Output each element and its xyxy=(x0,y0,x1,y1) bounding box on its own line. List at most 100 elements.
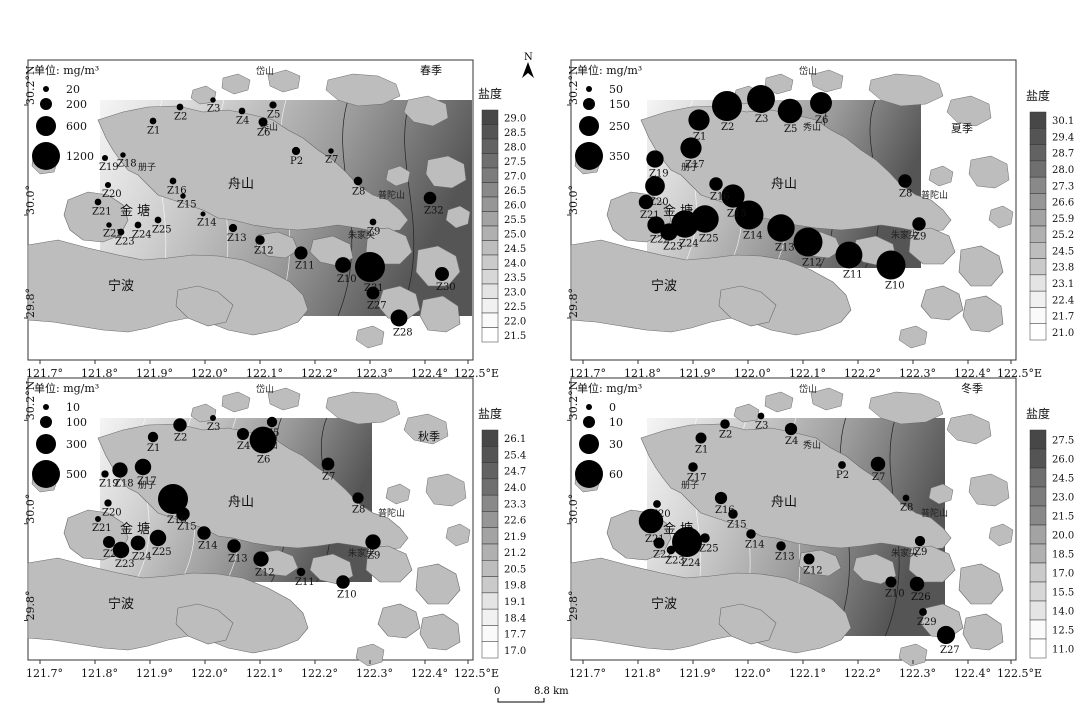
colorbar-swatch xyxy=(1029,448,1047,469)
station-marker-z8 xyxy=(352,492,364,504)
station-marker-z3 xyxy=(210,97,216,103)
station-label-z15: Z15 xyxy=(727,520,747,531)
colorbar-value: 24.5 xyxy=(504,244,526,255)
legend-value: 350 xyxy=(609,150,630,163)
station-marker-z32 xyxy=(423,191,437,205)
place-name-ningbo: 宁波 xyxy=(651,278,677,294)
x-tick-label: 122.3° xyxy=(899,667,936,680)
station-marker-z19 xyxy=(101,154,109,162)
colorbar-value: 23.0 xyxy=(504,287,526,298)
colorbar-value: 21.2 xyxy=(504,548,526,559)
colorbar-value: 27.3 xyxy=(1052,181,1074,192)
station-label-z17: Z17 xyxy=(687,473,707,484)
station-marker-z25 xyxy=(700,533,710,543)
station-label-z3: Z3 xyxy=(755,420,768,431)
station-label-z8: Z8 xyxy=(352,186,365,197)
station-label-z4: Z4 xyxy=(785,436,798,447)
colorbar-title: 盐度 xyxy=(478,406,502,421)
legend-unit: 单位: mg/m³ xyxy=(34,63,99,77)
station-marker-z12 xyxy=(253,551,269,567)
colorbar-swatch xyxy=(1029,307,1047,324)
colorbar-value: 26.6 xyxy=(1052,198,1074,209)
colorbar-value: 15.5 xyxy=(1052,588,1074,599)
legend-circle xyxy=(40,98,52,110)
station-label-z12: Z12 xyxy=(802,257,822,268)
colorbar-swatch xyxy=(481,153,499,169)
station-marker-z23 xyxy=(112,541,130,559)
station-label-z14: Z14 xyxy=(745,540,765,551)
season-label: 春季 xyxy=(420,64,442,77)
place-name-zhoushan: 舟山 xyxy=(771,495,797,510)
station-label-z16: Z16 xyxy=(710,192,730,203)
x-tick-label: 121.9° xyxy=(136,367,173,380)
station-marker-z14 xyxy=(197,526,211,540)
station-label-z32: Z32 xyxy=(424,205,444,216)
station-label-z16: Z16 xyxy=(167,515,187,526)
colorbar-value: 28.5 xyxy=(504,128,526,139)
colorbar-title: 盐度 xyxy=(1026,406,1050,421)
station-label-z13: Z13 xyxy=(775,243,795,254)
station-label-z2: Z2 xyxy=(174,433,187,444)
station-marker-z31 xyxy=(355,252,385,282)
x-tick-label: 122.0° xyxy=(191,667,228,680)
station-label-z9: Z9 xyxy=(367,551,380,562)
colorbar-swatch xyxy=(481,462,499,480)
colorbar-value: 24.0 xyxy=(504,483,526,494)
station-marker-z10 xyxy=(335,257,351,273)
legend-value: 30 xyxy=(609,438,623,451)
y-tick-label: 29.8° xyxy=(567,288,580,318)
legend-value: 10 xyxy=(66,401,80,414)
station-marker-z20 xyxy=(104,181,112,189)
station-marker-z5 xyxy=(266,416,278,428)
colorbar-4: 盐度 27.5 26.0 24.5 23.0 21.5 20.0 18.5 17.0 15.5 14… xyxy=(1026,406,1074,659)
station-marker-z13 xyxy=(227,539,241,553)
station-marker-z3 xyxy=(210,415,216,421)
station-label-z10: Z10 xyxy=(885,280,905,291)
place-name-daishan: 岱山 xyxy=(256,383,274,395)
season-label: 冬季 xyxy=(961,381,983,395)
legend-circle xyxy=(32,460,60,488)
colorbar-swatch xyxy=(1029,562,1047,583)
station-marker-z11 xyxy=(835,241,863,269)
station-marker-z25 xyxy=(154,216,162,224)
x-tick-label: 122.1° xyxy=(789,367,826,380)
station-label-z13: Z13 xyxy=(228,554,248,565)
colorbar-swatch xyxy=(481,511,499,528)
station-marker-z17 xyxy=(688,462,698,472)
colorbar-swatch xyxy=(1029,128,1047,145)
x-tick-label: 121.9° xyxy=(679,367,716,380)
colorbar-value: 30.1 xyxy=(1052,116,1074,127)
station-marker-z15 xyxy=(721,184,745,208)
station-label-z9: Z9 xyxy=(913,232,926,243)
colorbar-value: 22.5 xyxy=(504,302,526,313)
colorbar-value: 28.7 xyxy=(1052,149,1074,160)
colorbar-swatch xyxy=(1029,543,1047,564)
station-marker-z30 xyxy=(435,267,449,281)
station-marker-z13 xyxy=(228,223,238,233)
station-marker-z6 xyxy=(810,92,832,114)
station-label-z11: Z11 xyxy=(295,577,315,588)
colorbar-value: 26.0 xyxy=(504,200,526,211)
place-name-cezi: 册子 xyxy=(681,480,699,491)
x-tick-label: 122.4° xyxy=(954,667,991,680)
station-label-z1: Z1 xyxy=(695,444,708,455)
colorbar-value: 21.7 xyxy=(1052,312,1074,323)
station-marker-z1 xyxy=(147,431,159,443)
station-marker-z13 xyxy=(767,214,795,242)
station-label-z22: Z22 xyxy=(103,549,123,560)
colorbar-swatch xyxy=(1029,600,1047,621)
station-label-z6: Z6 xyxy=(257,128,270,139)
station-label-z8: Z8 xyxy=(352,505,365,516)
x-tick-label: 122.0° xyxy=(734,367,771,380)
colorbar-value: 27.0 xyxy=(504,171,526,182)
station-marker-z21 xyxy=(638,194,654,210)
x-tick-label: 122.2° xyxy=(844,667,881,680)
place-name-ningbo: 宁波 xyxy=(651,596,677,612)
station-marker-z14 xyxy=(200,211,206,217)
station-label-z11: Z11 xyxy=(295,261,315,272)
x-tick-label: 122.2° xyxy=(301,367,338,380)
place-name-putuo: 普陀山 xyxy=(921,507,948,519)
station-label-z3: Z3 xyxy=(207,422,220,433)
